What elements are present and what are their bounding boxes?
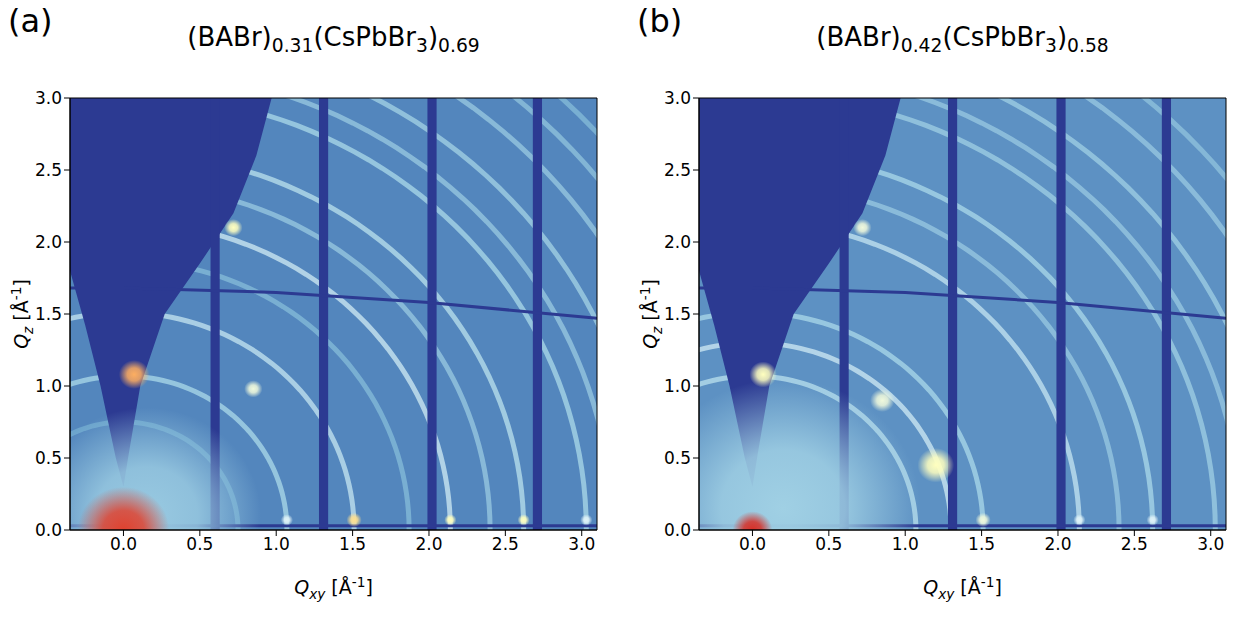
svg-text:1.0: 1.0 [664, 376, 691, 396]
svg-text:2.0: 2.0 [35, 232, 62, 252]
svg-text:2.5: 2.5 [492, 534, 519, 554]
html-text:Qxy[Å-1]: Qxy[Å-1] [923, 574, 1002, 603]
html-text:-1: -1 [8, 286, 24, 301]
svg-text:2.5: 2.5 [1121, 534, 1148, 554]
svg-text:0.0: 0.0 [35, 520, 62, 540]
svg-text:3.0: 3.0 [664, 88, 691, 108]
html-text:(b): (b) [637, 2, 683, 40]
svg-text:1.5: 1.5 [664, 304, 691, 324]
svg-text:2.5: 2.5 [664, 160, 691, 180]
svg-text:3.0: 3.0 [1197, 534, 1224, 554]
html-text:Q: Q [10, 333, 33, 349]
html-text:Q: Q [639, 333, 662, 349]
svg-text:0.5: 0.5 [815, 534, 842, 554]
svg-text:0.5: 0.5 [186, 534, 213, 554]
svg-text:1.0: 1.0 [35, 376, 62, 396]
html-text:Å: Å [639, 300, 662, 314]
html-text:(BABr)0.42(CsPbBr3)0.58: (BABr)0.42(CsPbBr3)0.58 [816, 22, 1109, 57]
svg-text:0.0: 0.0 [739, 534, 766, 554]
html-text:-1: -1 [637, 286, 653, 301]
svg-text:1.5: 1.5 [968, 534, 995, 554]
svg-text:1.5: 1.5 [339, 534, 366, 554]
svg-text:2.0: 2.0 [415, 534, 442, 554]
html-text:z: z [20, 326, 37, 334]
svg-text:3.0: 3.0 [568, 534, 595, 554]
html-text:Å: Å [10, 300, 33, 314]
html-text:z: z [649, 326, 666, 334]
svg-text:3.0: 3.0 [35, 88, 62, 108]
html-text:(BABr)0.31(CsPbBr3)0.69: (BABr)0.31(CsPbBr3)0.69 [187, 22, 480, 57]
svg-text:1.0: 1.0 [263, 534, 290, 554]
svg-text:2.0: 2.0 [1044, 534, 1071, 554]
svg-text:1.0: 1.0 [892, 534, 919, 554]
html-text:(a): (a) [8, 2, 53, 40]
svg-text:0.0: 0.0 [664, 520, 691, 540]
svg-text:0.0: 0.0 [110, 534, 137, 554]
svg-text:1.5: 1.5 [35, 304, 62, 324]
svg-text:2.0: 2.0 [664, 232, 691, 252]
svg-text:0.5: 0.5 [35, 448, 62, 468]
html-text:Qxy[Å-1]: Qxy[Å-1] [294, 574, 373, 603]
svg-text:2.5: 2.5 [35, 160, 62, 180]
svg-text:0.5: 0.5 [664, 448, 691, 468]
